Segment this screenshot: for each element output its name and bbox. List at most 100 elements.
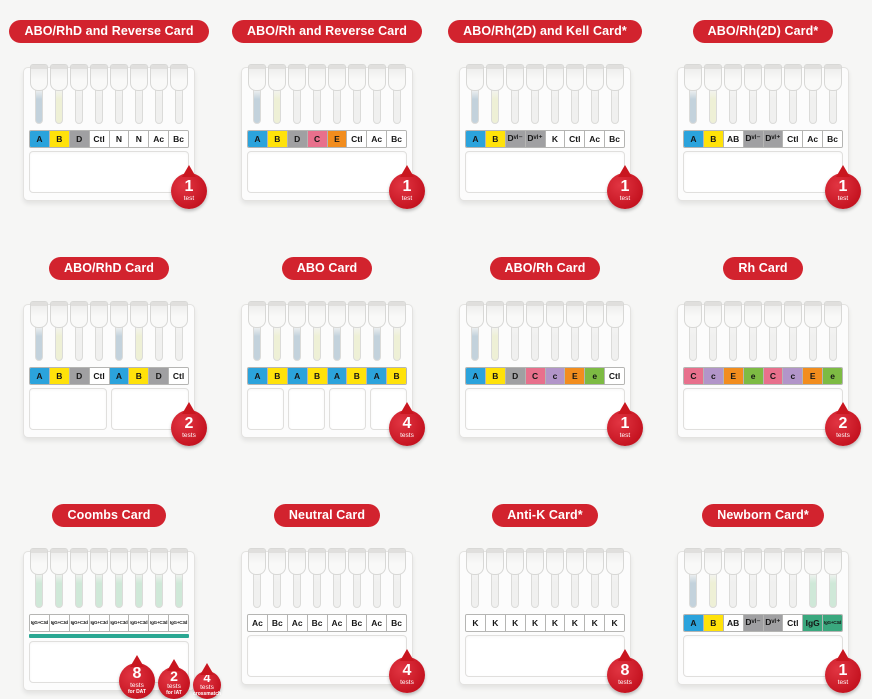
well-label: Dᵛᴵ⁻ [743,614,764,631]
microtube-gel-column [55,572,63,608]
gel-card-illustration: A B D Ctl A B D Ctl 2 tests [23,300,207,446]
test-count: 1 [402,177,412,195]
well-label: B [307,367,328,384]
microtube-chamber [50,547,68,575]
microtube-gel-column [491,325,499,361]
test-unit-label: tests [400,678,414,686]
well-label: B [703,130,724,147]
well-label: IgG+C3d [149,614,170,631]
microtube-chamber [90,300,108,328]
test-count: 4 [402,661,412,679]
microtube-chamber [764,300,782,328]
microtube [130,300,148,363]
well-label: D [69,367,90,384]
test-count: 2 [838,414,848,432]
test-count-badges: 1 test [389,164,425,209]
test-count-badges: 1 test [607,164,643,209]
well-label: Ac [287,614,308,631]
microtube-chamber [150,547,168,575]
microtube-gel-column [611,572,619,608]
microtube-gel-column [729,572,737,608]
product-card: ABO/RhD and Reverse Card A B D Ctl N N Ac Bc 1 tes… [0,0,218,247]
well-label: E [723,367,744,384]
microtube-chamber [90,547,108,575]
microtube [268,63,286,126]
microtube [50,547,68,610]
product-card: Anti-K Card* K K K K K K K K 8 tests [436,494,654,694]
well-label-strip: A B D C E Ctl Ac Bc [247,129,407,148]
microtube-chamber [526,63,544,91]
blood-drop-icon: 1 test [825,172,861,209]
test-count: 1 [184,177,194,195]
microtube [824,63,842,126]
gel-card-tray: A B D Ctl N N Ac Bc [23,63,195,201]
microtube-gel-column [135,325,143,361]
microtube-gel-column [531,572,539,608]
well-label: IgG+C3d [109,614,130,631]
well-label: AB [723,614,744,631]
well-label: Ctl [783,130,804,147]
write-in-area [683,634,843,677]
microtube-chamber [784,547,802,575]
microtube-gel-column [35,88,43,124]
microtube-gel-column [571,572,579,608]
microtube-row [683,300,843,363]
microtube [90,300,108,363]
microtube [586,547,604,610]
well-label: E [803,367,824,384]
microtube [804,547,822,610]
well-label: K [466,614,486,631]
blood-drop-badge: 4 tests [389,401,425,446]
card-title-pill: Newborn Card* [702,504,824,527]
well-label: Ctl [783,614,804,631]
microtube-gel-column [55,325,63,361]
well-label: D [69,130,90,147]
well-label: IgG+C3d [823,614,842,631]
well-label-strip: A B AB Dᵛᴵ⁻ Dᵛᴵ⁺ Ctl Ac Bc [683,129,843,148]
microtube-gel-column [95,325,103,361]
microtube-gel-column [591,572,599,608]
well-label: A [466,130,486,147]
well-label: Bc [387,130,406,147]
write-in-area-row [683,634,843,677]
microtube-chamber [566,300,584,328]
microtube-chamber [130,547,148,575]
microtube-gel-column [709,88,717,124]
well-label-strip: A B D Ctl A B D Ctl [29,366,189,385]
microtube-chamber [824,63,842,91]
blood-drop-badge: 4 tests [389,648,425,693]
microtube [764,547,782,610]
microtube-gel-column [273,572,281,608]
write-in-area [683,387,843,430]
well-label-strip: IgG+C3d IgG+C3d IgG+C3d IgG+C3d IgG+C3d IgG+C… [29,613,189,632]
test-unit-label: tests [618,678,632,686]
microtube [744,300,762,363]
well-label: K [545,130,566,147]
microtube-gel-column [809,572,817,608]
well-label: D [149,367,170,384]
microtube-chamber [170,300,188,328]
microtube [170,63,188,126]
microtube-chamber [824,300,842,328]
microtube-chamber [546,547,564,575]
microtube-gel-column [829,88,837,124]
microtube-gel-column [273,325,281,361]
test-count: 4 [402,414,412,432]
microtube-chamber [804,547,822,575]
microtube [824,547,842,610]
well-label: K [565,614,586,631]
gel-card-illustration: A B AB Dᵛᴵ⁻ Dᵛᴵ⁺ Ctl IgG IgG+C3d 1 test [677,547,861,693]
microtube-chamber [368,300,386,328]
gel-card-tray: A B Dᵛᴵ⁻ Dᵛᴵ⁺ K Ctl Ac Bc [459,63,631,201]
microtube-gel-column [373,325,381,361]
test-count-badges: 1 test [825,164,861,209]
microtube [704,547,722,610]
microtube [506,63,524,126]
microtube-gel-column [709,325,717,361]
microtube-chamber [466,547,484,575]
well-label-strip: A B D Ctl N N Ac Bc [29,129,189,148]
microtube [684,547,702,610]
product-card: ABO/Rh(2D) and Kell Card* A B Dᵛᴵ⁻ Dᵛᴵ⁺ K Ctl A… [436,0,654,247]
